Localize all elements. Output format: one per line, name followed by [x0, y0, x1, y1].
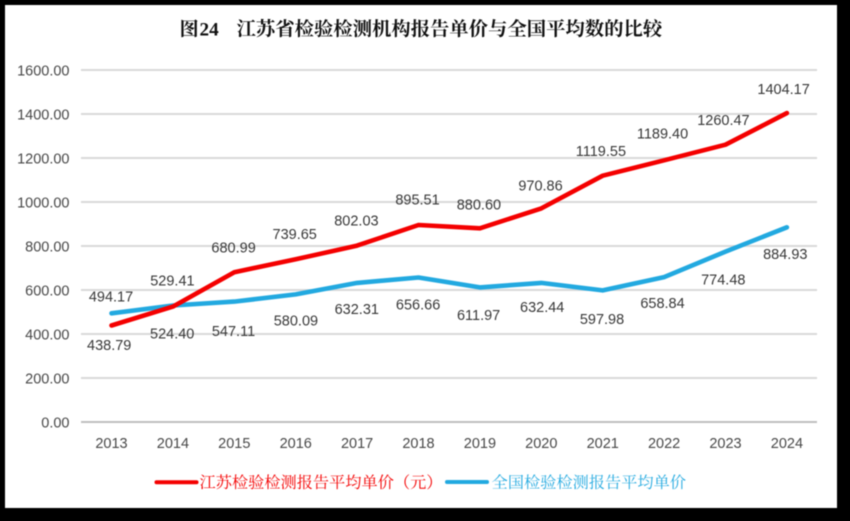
- svg-text:611.97: 611.97: [457, 308, 500, 324]
- svg-text:880.60: 880.60: [457, 197, 501, 213]
- svg-text:1119.55: 1119.55: [576, 144, 626, 160]
- svg-text:680.99: 680.99: [211, 241, 255, 257]
- svg-text:2020: 2020: [525, 436, 557, 452]
- svg-text:895.51: 895.51: [395, 192, 439, 208]
- svg-text:2015: 2015: [218, 436, 250, 452]
- svg-text:1200.00: 1200.00: [17, 151, 69, 167]
- svg-text:1400.00: 1400.00: [17, 107, 69, 123]
- svg-text:1404.17: 1404.17: [757, 82, 809, 98]
- svg-text:632.31: 632.31: [335, 302, 379, 318]
- svg-text:1000.00: 1000.00: [17, 195, 69, 211]
- svg-text:800.00: 800.00: [25, 239, 69, 255]
- svg-text:2016: 2016: [280, 436, 312, 452]
- svg-text:970.86: 970.86: [518, 178, 562, 194]
- svg-text:2013: 2013: [95, 436, 127, 452]
- svg-text:739.65: 739.65: [273, 227, 317, 243]
- svg-text:802.03: 802.03: [334, 213, 378, 229]
- svg-text:494.17: 494.17: [89, 289, 133, 305]
- svg-text:0.00: 0.00: [41, 415, 69, 431]
- svg-text:1600.00: 1600.00: [17, 63, 69, 79]
- svg-text:2021: 2021: [587, 436, 619, 452]
- svg-text:1260.47: 1260.47: [697, 113, 749, 129]
- svg-text:2024: 2024: [771, 436, 803, 452]
- svg-text:600.00: 600.00: [25, 283, 69, 299]
- svg-text:884.93: 884.93: [763, 247, 807, 263]
- svg-text:658.84: 658.84: [640, 296, 684, 312]
- svg-text:2018: 2018: [402, 436, 434, 452]
- svg-text:597.98: 597.98: [580, 312, 624, 328]
- svg-text:774.48: 774.48: [701, 272, 745, 288]
- svg-text:580.09: 580.09: [274, 314, 318, 330]
- svg-text:524.40: 524.40: [150, 327, 194, 343]
- svg-text:1189.40: 1189.40: [637, 127, 688, 143]
- svg-text:2017: 2017: [341, 436, 373, 452]
- svg-text:529.41: 529.41: [150, 274, 194, 290]
- svg-text:656.66: 656.66: [396, 298, 440, 314]
- svg-text:2023: 2023: [709, 436, 741, 452]
- svg-text:2014: 2014: [157, 436, 189, 452]
- svg-text:632.44: 632.44: [520, 300, 564, 316]
- svg-text:24: 24: [200, 20, 220, 41]
- svg-text:2022: 2022: [648, 436, 680, 452]
- svg-text:400.00: 400.00: [25, 327, 69, 343]
- svg-text:438.79: 438.79: [87, 338, 131, 354]
- svg-text:2019: 2019: [464, 436, 496, 452]
- svg-text:200.00: 200.00: [25, 371, 69, 387]
- svg-text:547.11: 547.11: [212, 324, 255, 340]
